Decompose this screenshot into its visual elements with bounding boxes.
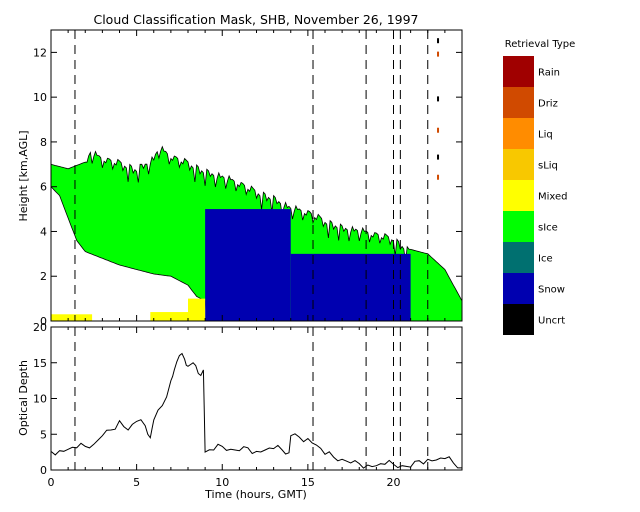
y-tick-label: 20 bbox=[33, 321, 47, 334]
y-tick-label: 5 bbox=[40, 428, 47, 441]
legend-label-ice: Ice bbox=[538, 254, 553, 265]
snow-region-1 bbox=[290, 253, 411, 321]
y-tick-label: 8 bbox=[40, 136, 47, 149]
legend-label-liq: Liq bbox=[538, 130, 553, 141]
legend-label-mixed: Mixed bbox=[538, 192, 568, 203]
isolated-retrieval-mark bbox=[437, 96, 440, 102]
mixed-region-3 bbox=[51, 314, 93, 321]
cloud-mask-time-ticks bbox=[50, 30, 463, 321]
legend-swatch-snow bbox=[503, 273, 534, 304]
legend-swatch-sliq bbox=[503, 149, 534, 180]
optical-depth-axis: 0 5 10 15 20 bbox=[33, 321, 462, 477]
height-axis-label: Height [km,AGL] bbox=[17, 130, 30, 221]
isolated-retrieval-mark bbox=[437, 154, 440, 160]
x-tick-label: 0 bbox=[48, 476, 55, 489]
y-tick-label: 0 bbox=[40, 464, 47, 477]
legend-swatch-mixed bbox=[503, 180, 534, 211]
legend-label-sice: sIce bbox=[538, 223, 558, 234]
time-axis: 0 5 10 15 20 bbox=[48, 327, 463, 489]
y-tick-label: 2 bbox=[40, 270, 47, 283]
legend-swatch-uncrt bbox=[503, 304, 534, 335]
time-axis-label: Time (hours, GMT) bbox=[204, 488, 307, 501]
legend-label-snow: Snow bbox=[538, 285, 565, 296]
legend-swatch-ice bbox=[503, 242, 534, 273]
x-tick-label: 20 bbox=[387, 476, 401, 489]
y-tick-label: 15 bbox=[33, 357, 47, 370]
y-tick-label: 12 bbox=[33, 46, 47, 59]
y-tick-label: 10 bbox=[33, 91, 47, 104]
legend-label-sliq: sLiq bbox=[538, 161, 558, 172]
x-tick-label: 10 bbox=[215, 476, 229, 489]
legend-swatch-sice bbox=[503, 211, 534, 242]
legend-label-rain: Rain bbox=[538, 68, 560, 79]
optical-depth-plot-area bbox=[50, 327, 462, 470]
chart-title: Cloud Classification Mask, SHB, November… bbox=[93, 12, 418, 27]
retrieval-type-legend: Retrieval Type Rain Driz Liq sLiq Mixed sIce I… bbox=[503, 39, 575, 335]
height-axis: 0 2 4 6 8 10 12 bbox=[33, 46, 462, 328]
optical-depth-line bbox=[50, 352, 462, 469]
mixed-region-4 bbox=[150, 312, 188, 321]
legend-label-driz: Driz bbox=[538, 99, 558, 110]
optical-depth-axis-label: Optical Depth bbox=[17, 360, 30, 436]
isolated-retrieval-mark bbox=[437, 174, 440, 180]
y-tick-label: 4 bbox=[40, 225, 47, 238]
isolated-retrieval-mark bbox=[437, 51, 440, 57]
mixed-region-2 bbox=[188, 298, 206, 321]
isolated-retrieval-mark bbox=[437, 38, 440, 44]
x-tick-label: 15 bbox=[301, 476, 315, 489]
legend-label-uncrt: Uncrt bbox=[538, 316, 565, 327]
cloud-mask-plot-area bbox=[50, 30, 463, 322]
legend-title: Retrieval Type bbox=[505, 39, 576, 50]
y-tick-label: 10 bbox=[33, 393, 47, 406]
snow-region-0 bbox=[205, 209, 291, 321]
cloud-mask-panel: Cloud Classification Mask, SHB, November… bbox=[17, 12, 463, 328]
y-tick-label: 0 bbox=[40, 315, 47, 328]
isolated-retrieval-mark bbox=[437, 127, 440, 133]
legend-swatch-driz bbox=[503, 87, 534, 118]
legend-swatch-rain bbox=[503, 56, 534, 87]
x-tick-label: 5 bbox=[133, 476, 140, 489]
optical-depth-panel: 0 5 10 15 20 0 5 10 15 20 Optical Depth Time (ho… bbox=[17, 321, 463, 501]
y-tick-label: 6 bbox=[40, 181, 47, 194]
legend-swatch-liq bbox=[503, 118, 534, 149]
